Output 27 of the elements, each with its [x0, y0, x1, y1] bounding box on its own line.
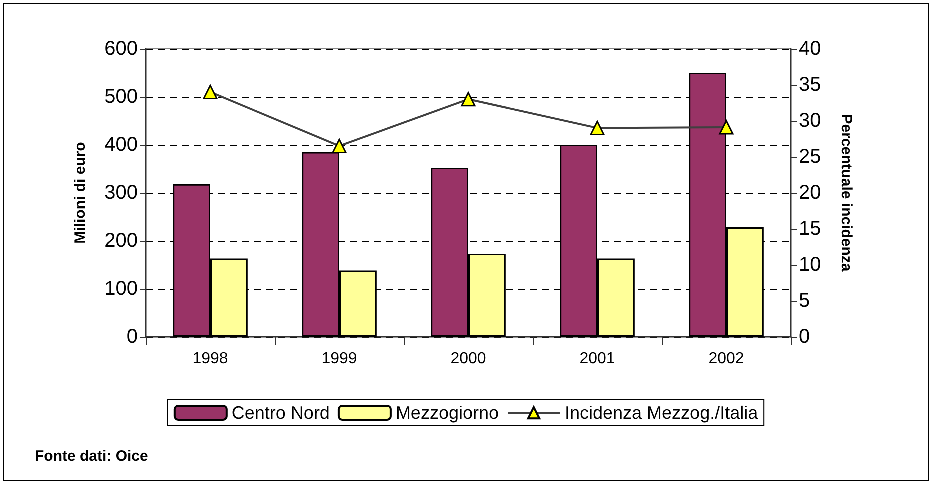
y-tick-label: 400: [104, 134, 138, 156]
y2-tick-label: 20: [799, 182, 822, 204]
legend-label: Centro Nord: [232, 403, 330, 423]
y-tick-label: 500: [104, 86, 138, 108]
legend-label: Mezzogiorno: [396, 403, 500, 423]
y2-tick-label: 10: [799, 254, 822, 276]
legend-label: Incidenza Mezzog./Italia: [564, 403, 760, 423]
y2-tick-label: 5: [799, 290, 810, 312]
x-tick-label: 1999: [322, 350, 358, 368]
y-tick-label: 0: [126, 326, 138, 348]
y2-tick-label: 25: [799, 146, 822, 168]
y2-tick-label: 15: [799, 218, 822, 240]
y2-tick-label: 40: [799, 38, 822, 60]
y2-tick-label: 35: [799, 74, 822, 96]
y-tick-label: 300: [104, 182, 138, 204]
x-tick-label: 1998: [192, 350, 228, 368]
y-tick-label: 600: [104, 38, 138, 60]
y2-tick-label: 30: [799, 110, 822, 132]
x-tick-label: 2002: [708, 350, 744, 368]
y-tick-label: 200: [104, 230, 138, 252]
source-note: Fonte dati: Oice: [35, 448, 148, 465]
y-axis-title: Milioni di euro: [72, 142, 89, 244]
y2-axis-title: Percentuale incidenza: [838, 114, 855, 272]
y-tick-label: 100: [104, 278, 138, 300]
y2-tick-label: 0: [799, 326, 810, 348]
x-tick-label: 2000: [450, 350, 486, 368]
x-tick-label: 2001: [580, 350, 616, 368]
